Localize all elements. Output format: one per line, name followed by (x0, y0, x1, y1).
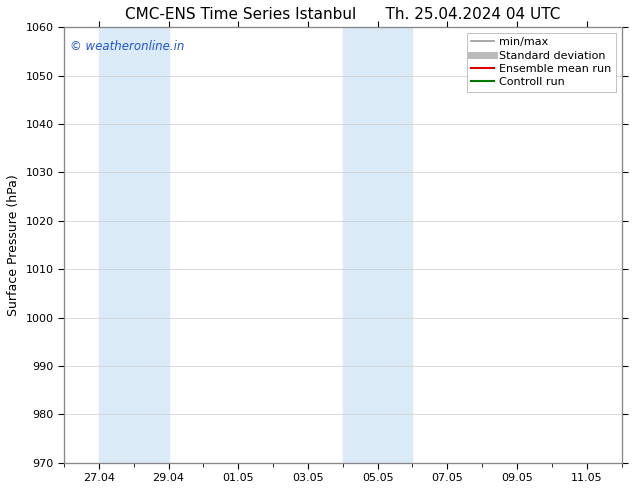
Bar (343, 27, 413, 463)
Y-axis label: Surface Pressure (hPa): Surface Pressure (hPa) (7, 174, 20, 316)
Title: CMC-ENS Time Series Istanbul      Th. 25.04.2024 04 UTC: CMC-ENS Time Series Istanbul Th. 25.04.2… (125, 7, 560, 22)
Legend: min/max, Standard deviation, Ensemble mean run, Controll run: min/max, Standard deviation, Ensemble me… (467, 33, 616, 92)
Text: © weatheronline.in: © weatheronline.in (70, 40, 184, 53)
Bar (99, 27, 169, 463)
